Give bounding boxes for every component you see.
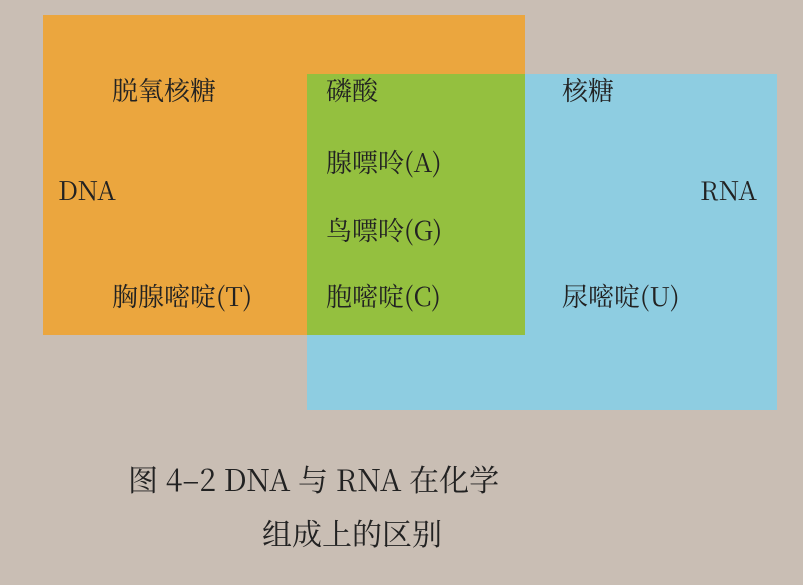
rna-base-u-label: 尿嘧啶(U) (562, 282, 680, 311)
caption-line-1: 图 4–2 DNA 与 RNA 在化学 (128, 462, 499, 495)
dna-sugar-label: 脱氧核糖 (112, 76, 216, 105)
caption-line-2: 组成上的区别 (262, 516, 442, 549)
rna-name-label: RNA (700, 176, 757, 205)
dna-name-label: DNA (58, 176, 116, 205)
shared-base-g-label: 鸟嘌呤(G) (326, 216, 442, 245)
dna-base-t-label: 胸腺嘧啶(T) (112, 282, 252, 311)
shared-base-c-label: 胞嘧啶(C) (326, 282, 441, 311)
shared-base-a-label: 腺嘌呤(A) (326, 148, 442, 177)
venn-diagram: 脱氧核糖 DNA 胸腺嘧啶(T) 磷酸 腺嘌呤(A) 鸟嘌呤(G) 胞嘧啶(C)… (0, 0, 803, 585)
rna-sugar-label: 核糖 (562, 76, 614, 105)
shared-phosphate-label: 磷酸 (326, 76, 378, 105)
